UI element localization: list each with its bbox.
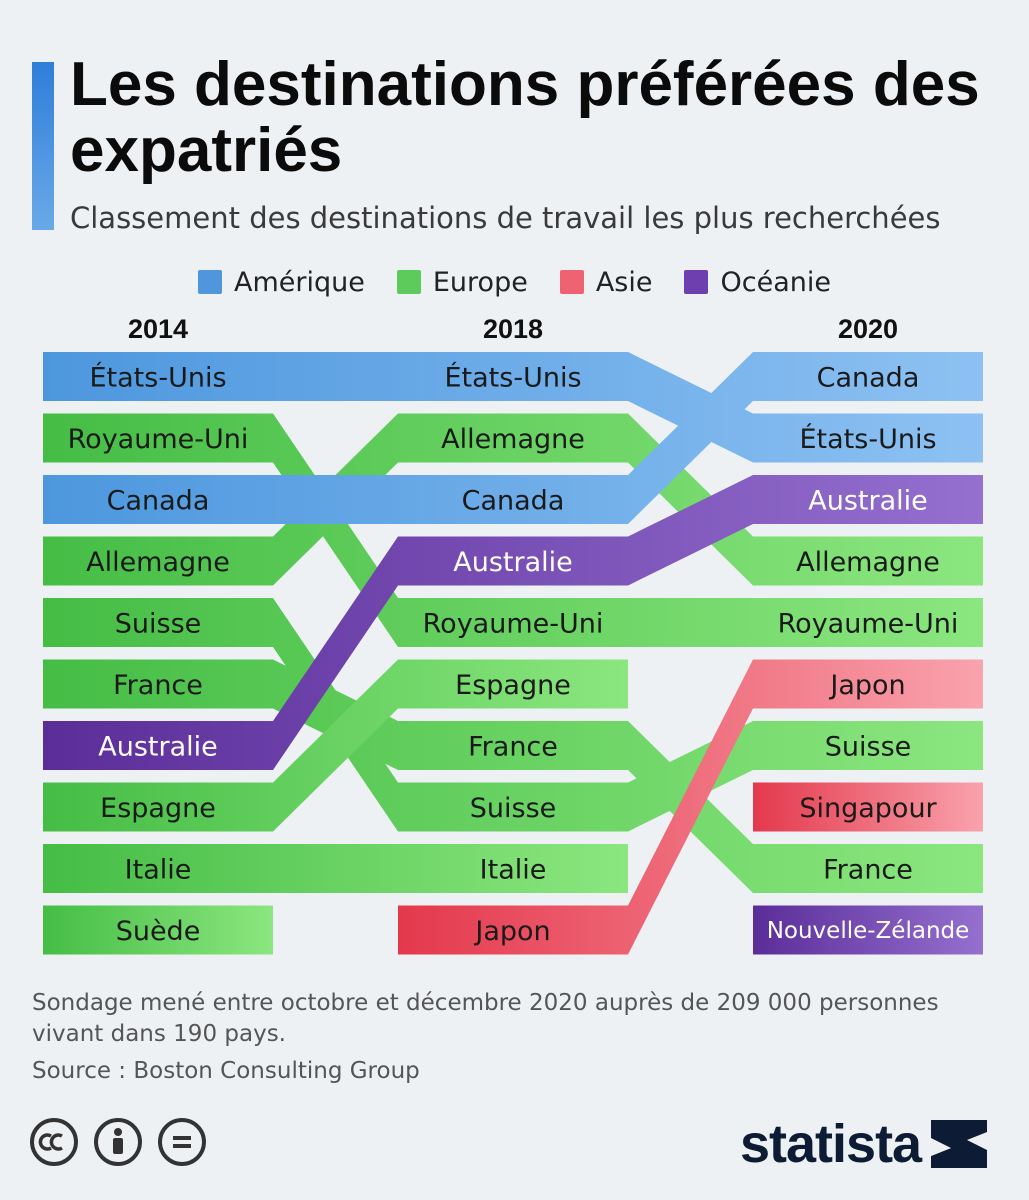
label-2018-france: France <box>468 732 558 763</box>
page-title: Les destinations préférées des expatriés <box>70 50 980 185</box>
label-2020-nouvelle-zelande: Nouvelle-Zélande <box>767 918 970 944</box>
ribbon-australie <box>43 475 983 770</box>
label-2020-royaume-uni: Royaume-Uni <box>778 609 959 640</box>
label-2018-japon: Japon <box>473 916 550 947</box>
label-2018-allemagne: Allemagne <box>441 424 585 455</box>
source-note: Source : Boston Consulting Group <box>32 1058 420 1084</box>
label-2018-canada: Canada <box>462 486 565 517</box>
legend: Amérique Europe Asie Océanie <box>0 260 1029 304</box>
ribbon-canada <box>43 352 983 524</box>
page-subtitle: Classement des destinations de travail l… <box>70 201 941 235</box>
statista-brand[interactable]: statista <box>740 1112 1000 1176</box>
legend-item-asie: Asie <box>559 266 653 298</box>
column-header-2018: 2018 <box>483 314 543 344</box>
label-2020-australie: Australie <box>808 486 928 517</box>
labels: 2014 États-Unis Royaume-Uni Canada Allemagne… <box>68 314 970 947</box>
label-2020-japon: Japon <box>828 670 905 701</box>
label-2020-france: France <box>823 855 913 886</box>
legend-label-asie: Asie <box>595 266 653 298</box>
ribbon-nouvelle-zelande <box>753 905 983 955</box>
label-2014-etats-unis: États-Unis <box>89 362 226 394</box>
statista-logo-icon <box>931 1120 988 1168</box>
ribbon-france <box>43 659 983 893</box>
label-2014-australie: Australie <box>98 732 218 763</box>
label-2014-royaume-uni: Royaume-Uni <box>68 424 249 455</box>
label-2014-canada: Canada <box>107 486 210 517</box>
ribbon-suisse <box>43 598 983 832</box>
legend-swatch-europe <box>396 270 421 294</box>
legend-label-oceanie: Océanie <box>720 266 831 298</box>
legend-label-europe: Europe <box>432 266 528 298</box>
label-2014-france: France <box>113 670 203 701</box>
column-header-2020: 2020 <box>838 314 898 344</box>
label-2014-italie: Italie <box>125 855 192 886</box>
label-2014-suisse: Suisse <box>115 609 202 640</box>
label-2018-suisse: Suisse <box>470 793 557 824</box>
legend-item-oceanie: Océanie <box>684 266 831 298</box>
cc-icon[interactable] <box>30 1118 78 1166</box>
ribbon-japon <box>398 659 983 955</box>
label-2018-italie: Italie <box>480 855 547 886</box>
ribbon-etats-unis <box>43 352 983 463</box>
ribbon-singapour <box>753 782 983 832</box>
legend-label-amerique: Amérique <box>234 266 365 298</box>
ribbon-royaume-uni <box>43 413 983 647</box>
label-2020-canada: Canada <box>817 363 920 394</box>
accent-bar <box>32 62 54 230</box>
label-2018-australie: Australie <box>453 547 573 578</box>
label-2020-etats-unis: États-Unis <box>799 423 936 455</box>
footnote: Sondage mené entre octobre et décembre 2… <box>32 990 939 1047</box>
label-2020-singapour: Singapour <box>799 793 937 824</box>
label-2014-espagne: Espagne <box>100 793 216 824</box>
legend-item-europe: Europe <box>396 266 528 298</box>
ranking-chart: 2014 États-Unis Royaume-Uni Canada Allemagne… <box>43 314 983 955</box>
ribbon-suede <box>43 905 273 955</box>
brand-wordmark: statista <box>740 1114 922 1174</box>
legend-item-amerique: Amérique <box>198 267 365 298</box>
label-2014-allemagne: Allemagne <box>86 547 230 578</box>
label-2018-royaume-uni: Royaume-Uni <box>423 609 604 640</box>
legend-swatch-asie <box>559 270 584 294</box>
label-2014-suede: Suède <box>116 916 201 947</box>
no-derivatives-icon[interactable] <box>158 1118 206 1166</box>
label-2018-espagne: Espagne <box>455 670 571 701</box>
ribbons <box>43 352 983 955</box>
label-2020-suisse: Suisse <box>825 732 912 763</box>
ribbon-allemagne <box>43 413 983 586</box>
ribbon-italie <box>43 844 628 893</box>
license-icons <box>30 1118 222 1166</box>
label-2018-etats-unis: États-Unis <box>444 362 581 394</box>
column-header-2014: 2014 <box>128 314 188 344</box>
legend-swatch-amerique <box>198 270 223 294</box>
legend-swatch-oceanie <box>684 270 709 294</box>
label-2020-allemagne: Allemagne <box>796 547 940 578</box>
ribbon-espagne <box>43 659 628 832</box>
attribution-icon[interactable] <box>94 1118 142 1166</box>
